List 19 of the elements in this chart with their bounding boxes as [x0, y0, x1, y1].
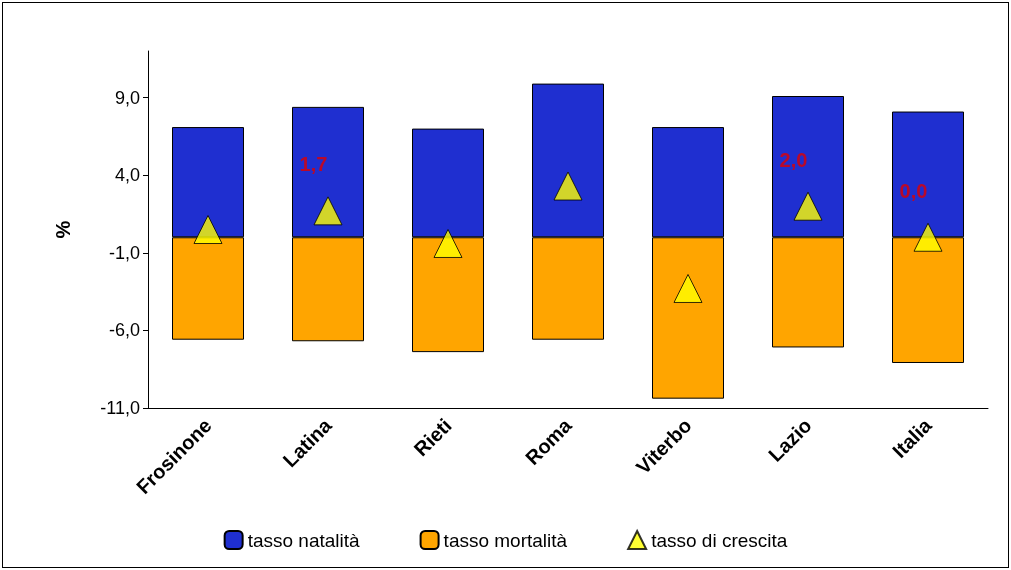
legend-label: tasso natalità: [247, 529, 361, 551]
point: [793, 191, 823, 221]
y-tick-label: -11,0: [100, 398, 140, 418]
y-tick-label: -6,0: [108, 320, 140, 341]
legend-label: tasso di crescita: [651, 529, 788, 551]
data-label: 1,7: [299, 153, 328, 176]
y-axis-title: %: [52, 220, 74, 239]
data-label: 0,0: [899, 179, 928, 202]
legend-label: tasso mortalità: [443, 529, 568, 551]
y-tick-label: 9,0: [114, 87, 140, 108]
point: [553, 171, 583, 201]
point: [193, 215, 223, 244]
y-tick-label: 4,0: [114, 165, 140, 186]
y-tick-label: -1,0: [108, 242, 140, 263]
point: [313, 196, 343, 226]
point: [913, 222, 943, 252]
point: [673, 273, 703, 303]
data-label: 2,0: [779, 148, 808, 171]
point: [433, 228, 463, 258]
